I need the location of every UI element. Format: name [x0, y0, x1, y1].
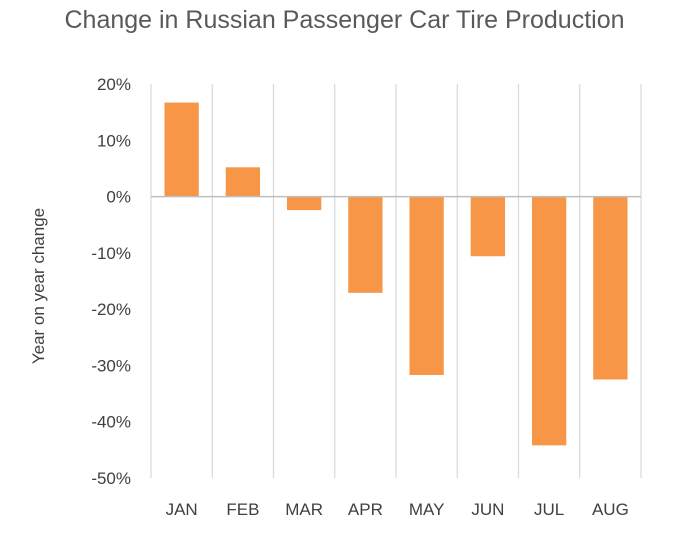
bar-feb: [225, 167, 261, 197]
y-tick-labels: 20% 10% 0% -10% -20% -30% -40% -50%: [91, 75, 131, 488]
y-tick-label: 20%: [97, 75, 131, 94]
x-tick-label: JAN: [166, 500, 198, 519]
chart-title: Change in Russian Passenger Car Tire Pro…: [64, 6, 625, 34]
x-tick-label: MAY: [409, 500, 445, 519]
x-tick-label: MAR: [285, 500, 323, 519]
bar-may: [409, 196, 444, 375]
y-tick-label: -10%: [91, 244, 131, 263]
bar-jan: [164, 102, 199, 197]
y-tick-label: -50%: [91, 469, 131, 488]
bar-mar: [286, 196, 322, 211]
x-tick-label: AUG: [592, 500, 629, 519]
x-tick-label: JUN: [471, 500, 504, 519]
y-tick-label: -30%: [91, 356, 131, 375]
bars: [164, 102, 628, 446]
x-tick-labels: JAN FEB MAR APR MAY JUN JUL AUG: [166, 500, 629, 519]
x-tick-label: FEB: [226, 500, 259, 519]
grid-lines: [150, 84, 642, 478]
bar-apr: [348, 196, 383, 293]
y-tick-label: 0%: [106, 188, 131, 207]
bar-jul: [531, 196, 567, 446]
y-axis-label: Year on year change: [29, 208, 48, 364]
x-tick-label: JUL: [534, 500, 564, 519]
y-tick-label: 10%: [97, 131, 131, 150]
y-tick-label: -40%: [91, 413, 131, 432]
y-tick-label: -20%: [91, 300, 131, 319]
bar-aug: [593, 196, 628, 380]
bar-jun: [470, 196, 506, 257]
x-tick-label: APR: [348, 500, 383, 519]
